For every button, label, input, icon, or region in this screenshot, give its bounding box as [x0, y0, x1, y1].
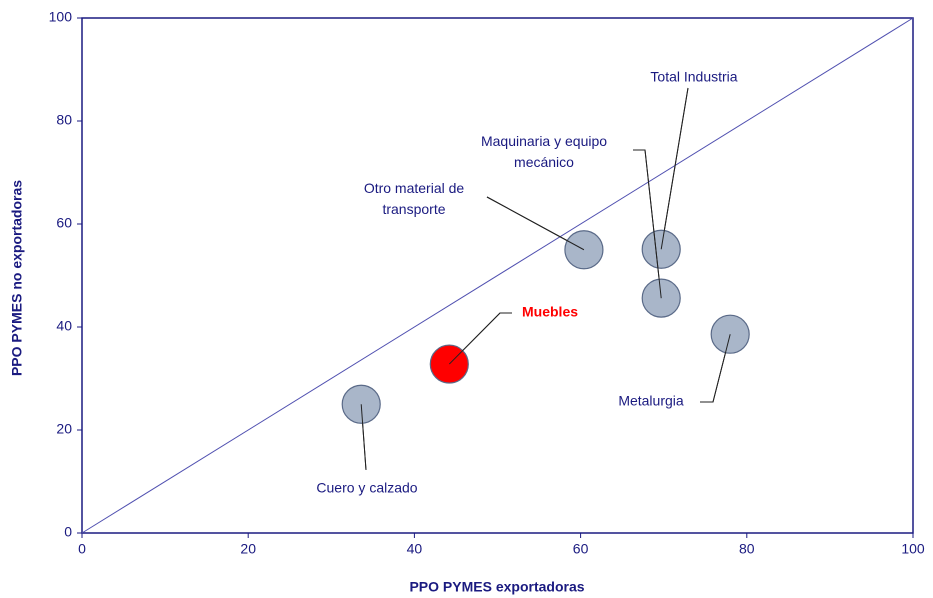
x-tick-label: 40: [407, 541, 423, 557]
x-tick-label: 20: [240, 541, 256, 557]
point-label: Maquinaria y equipo mecánico: [481, 133, 607, 170]
y-tick-label: 0: [64, 524, 72, 540]
y-tick-label: 80: [56, 112, 72, 128]
x-axis-title: PPO PYMES exportadoras: [409, 579, 584, 595]
point-label: Total Industria: [650, 69, 737, 85]
leader-line: [700, 334, 731, 403]
point-label: Cuero y calzado: [316, 480, 417, 496]
x-tick-label: 60: [573, 541, 589, 557]
leader-line: [660, 87, 689, 250]
label-line: transporte: [382, 201, 445, 217]
y-tick-label: 100: [49, 9, 73, 25]
diagonal-line: [81, 17, 914, 534]
x-tick-label: 100: [901, 541, 925, 557]
y-tick-label: 20: [56, 421, 72, 437]
y-tick-label: 60: [56, 215, 72, 231]
label-line: Maquinaria y equipo: [481, 133, 607, 149]
label-line: mecánico: [514, 154, 574, 170]
point-label: Muebles: [522, 304, 578, 320]
point-label: Metalurgia: [618, 393, 684, 409]
point-label: Otro material de transporte: [364, 180, 465, 217]
plot-frame: [81, 17, 914, 534]
leader-line: [633, 149, 662, 299]
leader-line: [448, 312, 512, 365]
leader-line: [486, 196, 585, 251]
leader-line: [360, 404, 367, 471]
y-tick-label: 40: [56, 318, 72, 334]
label-line: Otro material de: [364, 180, 465, 196]
x-tick-label: 80: [739, 541, 755, 557]
y-axis-title: PPO PYMES no exportadoras: [9, 180, 25, 376]
x-tick-label: 0: [78, 541, 86, 557]
